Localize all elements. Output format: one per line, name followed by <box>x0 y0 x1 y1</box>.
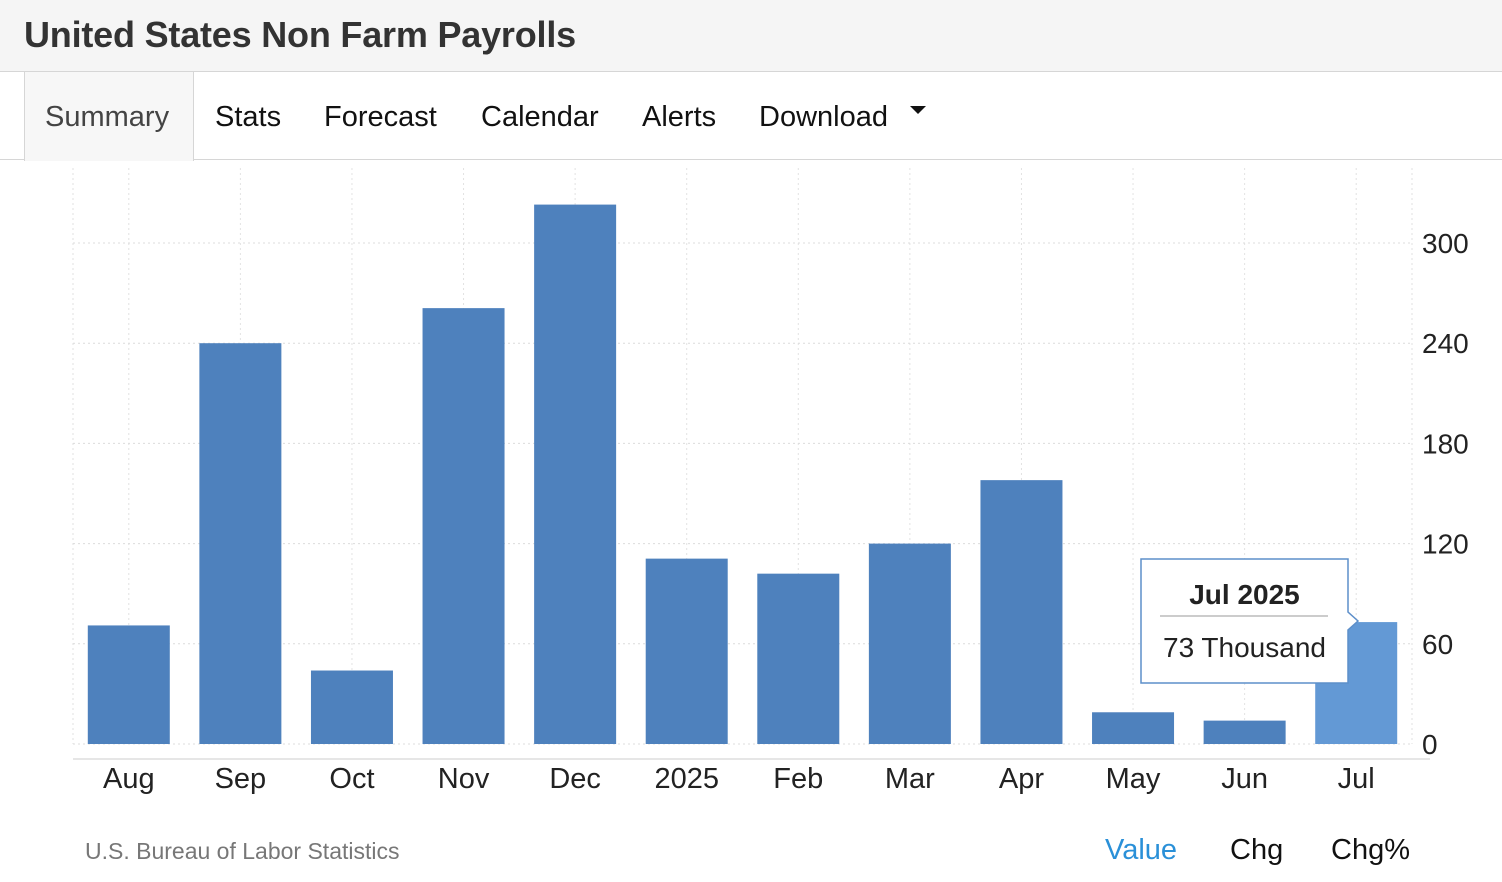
tab-alerts-label: Alerts <box>642 101 717 133</box>
x-tick-label: Aug <box>103 763 155 795</box>
tab-stats[interactable]: Stats <box>215 72 281 160</box>
bar-may[interactable] <box>1092 712 1175 744</box>
bar-sep[interactable] <box>199 343 282 744</box>
tab-forecast[interactable]: Forecast <box>324 72 437 160</box>
y-tick-label: 300 <box>1422 228 1469 259</box>
y-tick-label: 0 <box>1422 729 1438 760</box>
tab-bar: Summary Stats Forecast Calendar Alerts D… <box>0 72 1502 161</box>
x-tick-label: Apr <box>999 763 1044 795</box>
bar-nov[interactable] <box>422 308 505 744</box>
title-bar: United States Non Farm Payrolls <box>0 0 1502 72</box>
bar-2025[interactable] <box>645 558 728 744</box>
page-title: United States Non Farm Payrolls <box>24 14 576 55</box>
tab-calendar[interactable]: Calendar <box>481 72 599 160</box>
x-tick-label: Nov <box>438 763 490 795</box>
bars <box>87 204 1398 745</box>
x-tick-label: Mar <box>885 763 935 795</box>
tooltip: Jul 2025 73 Thousand <box>1140 558 1360 684</box>
bar-mar[interactable] <box>868 543 951 744</box>
tab-summary[interactable]: Summary <box>24 72 194 161</box>
tab-forecast-label: Forecast <box>324 101 437 133</box>
bar-feb[interactable] <box>757 573 840 744</box>
bar-jun[interactable] <box>1203 720 1286 744</box>
tooltip-box <box>1140 558 1360 684</box>
chg-percent-toggle[interactable]: Chg% <box>1331 834 1410 866</box>
tooltip-title: Jul 2025 <box>1189 579 1300 610</box>
bar-apr[interactable] <box>980 480 1063 744</box>
x-tick-label: Oct <box>329 763 374 795</box>
bar-dec[interactable] <box>534 204 617 745</box>
x-axis: Aug Sep Oct Nov Dec 2025 Feb Mar Apr May Jun Jul <box>103 763 1375 795</box>
y-tick-label: 120 <box>1422 529 1469 560</box>
y-tick-label: 240 <box>1422 328 1469 359</box>
bar-aug[interactable] <box>87 625 170 744</box>
y-tick-label: 60 <box>1422 629 1453 660</box>
bar-oct[interactable] <box>310 670 393 744</box>
tab-summary-label: Summary <box>45 101 170 133</box>
x-tick-label: Jul <box>1338 763 1375 795</box>
x-tick-label: 2025 <box>654 763 719 795</box>
data-source: U.S. Bureau of Labor Statistics <box>85 838 400 864</box>
tab-alerts[interactable]: Alerts <box>642 72 716 160</box>
tooltip-value: 73 Thousand <box>1163 632 1326 663</box>
y-tick-label: 180 <box>1422 428 1469 459</box>
x-tick-label: Sep <box>215 763 267 795</box>
y-axis: 0 60 120 180 240 300 <box>1422 228 1469 760</box>
x-tick-label: Dec <box>549 763 601 795</box>
tab-calendar-label: Calendar <box>481 101 599 133</box>
payrolls-chart: 0 60 120 180 240 300 Aug Sep Oct Nov Dec 2025 Feb Mar… <box>72 168 1469 795</box>
value-toggle[interactable]: Value <box>1105 834 1178 866</box>
x-tick-label: Jun <box>1221 763 1268 795</box>
x-tick-label: Feb <box>773 763 823 795</box>
chg-toggle[interactable]: Chg <box>1230 834 1284 866</box>
chevron-down-icon <box>910 106 927 115</box>
tab-download-label: Download <box>759 101 888 133</box>
tab-download[interactable]: Download <box>759 72 927 160</box>
x-tick-label: May <box>1106 763 1161 795</box>
tab-stats-label: Stats <box>215 101 282 133</box>
